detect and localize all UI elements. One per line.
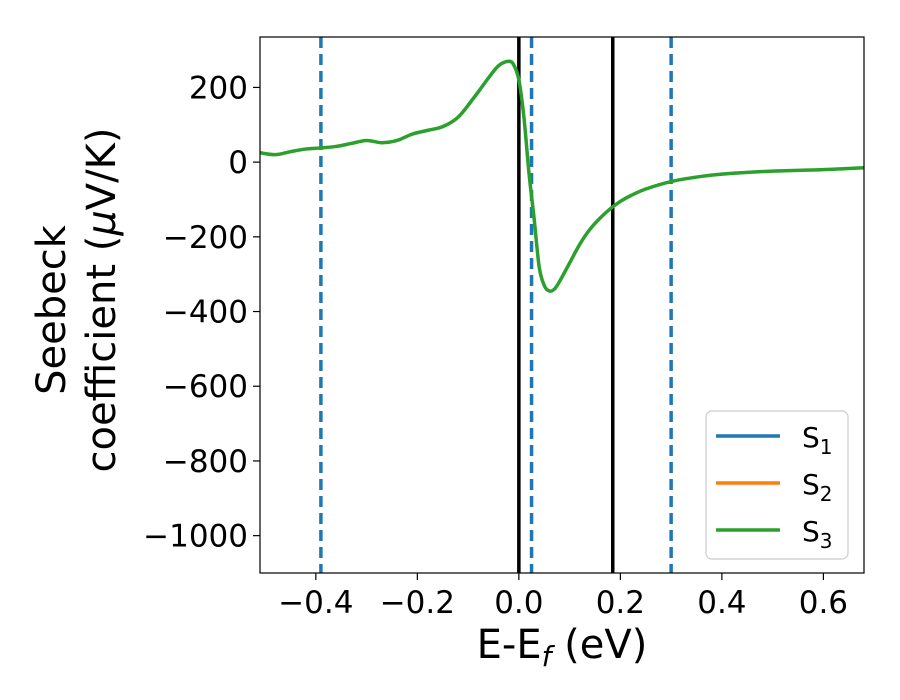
legend-label-s2: S2 bbox=[802, 468, 833, 506]
y-axis-title-line2: coefficient (μV/K) bbox=[79, 128, 125, 473]
y-axis-title-mu: μ bbox=[79, 210, 125, 236]
y-tick-label: 200 bbox=[189, 70, 248, 106]
x-tick-label: 0.6 bbox=[799, 585, 848, 621]
y-tick-label: −1000 bbox=[143, 519, 248, 555]
y-axis-title-line1: Seebeck bbox=[29, 224, 75, 395]
x-tick-label: −0.4 bbox=[278, 585, 353, 621]
legend-label-s1: S1 bbox=[802, 421, 833, 459]
x-tick-label: −0.2 bbox=[380, 585, 455, 621]
x-tick-label: 0.0 bbox=[494, 585, 543, 621]
x-tick-label: 0.2 bbox=[596, 585, 645, 621]
y-tick-label: −600 bbox=[163, 369, 248, 405]
legend-box bbox=[705, 410, 849, 560]
y-tick-label: −400 bbox=[163, 295, 248, 331]
x-axis-title-unit: (eV) bbox=[551, 622, 647, 668]
y-tick-label: 0 bbox=[228, 145, 248, 181]
plot-frame bbox=[259, 36, 865, 574]
legend: S1 S2 S3 bbox=[705, 410, 849, 560]
y-tick-label: −200 bbox=[163, 220, 248, 256]
series-line-s3 bbox=[260, 59, 864, 293]
legend-label-s3: S3 bbox=[802, 515, 833, 553]
y-tick-label: −800 bbox=[163, 444, 248, 480]
x-axis-title: E-Ef (eV) bbox=[477, 622, 648, 673]
x-tick-label: 0.4 bbox=[697, 585, 746, 621]
